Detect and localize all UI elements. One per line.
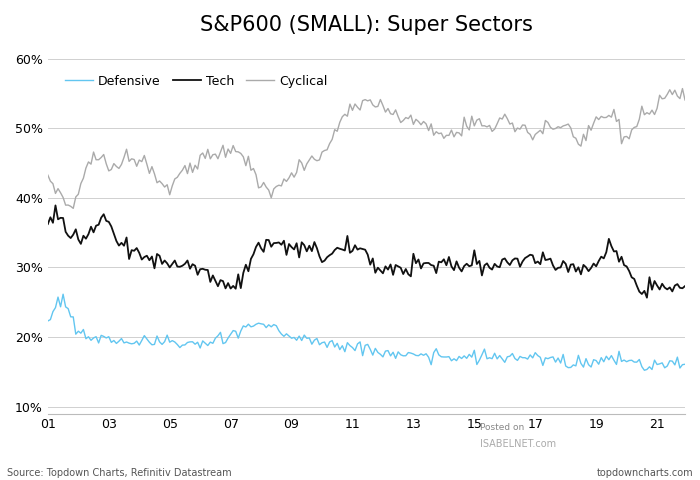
Tech — [643, 295, 651, 300]
Text: Posted on: Posted on — [480, 423, 524, 432]
Cyclical — [237, 151, 245, 156]
Line: Cyclical: Cyclical — [48, 89, 685, 208]
Defensive — [452, 358, 461, 363]
Defensive — [59, 291, 67, 297]
Tech — [51, 203, 60, 208]
Tech — [237, 285, 245, 291]
Cyclical — [43, 172, 52, 178]
Defensive — [237, 328, 245, 334]
Tech — [452, 259, 461, 264]
Title: S&P600 (SMALL): Super Sectors: S&P600 (SMALL): Super Sectors — [200, 15, 533, 35]
Cyclical — [681, 97, 690, 103]
Legend: Defensive, Tech, Cyclical: Defensive, Tech, Cyclical — [60, 70, 332, 93]
Text: ISABELNET.com: ISABELNET.com — [480, 439, 556, 449]
Text: topdowncharts.com: topdowncharts.com — [596, 468, 693, 478]
Tech — [493, 264, 501, 269]
Cyclical — [552, 126, 560, 132]
Tech — [681, 283, 690, 289]
Text: Source: Topdown Charts, Refinitiv Datastream: Source: Topdown Charts, Refinitiv Datast… — [7, 468, 232, 478]
Cyclical — [678, 86, 687, 92]
Tech — [59, 215, 67, 221]
Defensive — [43, 318, 52, 324]
Defensive — [57, 304, 65, 310]
Tech — [671, 283, 679, 288]
Line: Defensive: Defensive — [48, 294, 685, 370]
Defensive — [552, 359, 560, 365]
Cyclical — [69, 205, 78, 211]
Cyclical — [452, 130, 461, 135]
Defensive — [681, 361, 690, 367]
Defensive — [493, 356, 501, 362]
Defensive — [671, 362, 679, 368]
Line: Tech: Tech — [48, 205, 685, 298]
Tech — [43, 221, 52, 227]
Defensive — [640, 367, 649, 373]
Cyclical — [668, 92, 676, 97]
Tech — [552, 267, 560, 273]
Cyclical — [493, 121, 501, 127]
Cyclical — [57, 190, 65, 196]
